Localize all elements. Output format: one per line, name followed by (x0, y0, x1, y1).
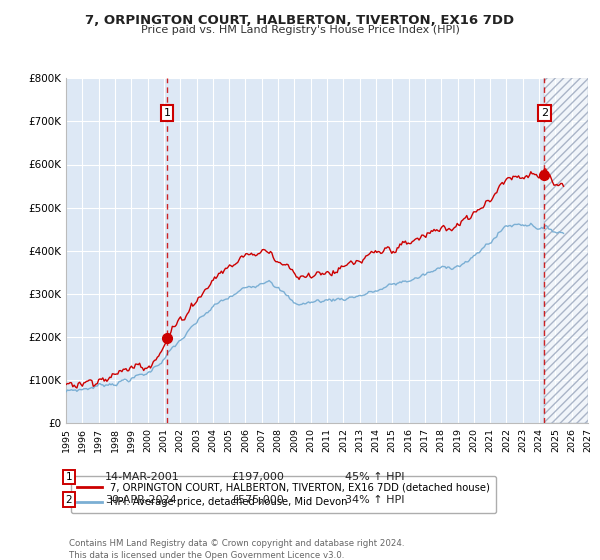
Text: 34% ↑ HPI: 34% ↑ HPI (345, 494, 404, 505)
Text: 1: 1 (65, 472, 73, 482)
Text: 1: 1 (164, 108, 170, 118)
Text: £197,000: £197,000 (231, 472, 284, 482)
Legend: 7, ORPINGTON COURT, HALBERTON, TIVERTON, EX16 7DD (detached house), HPI: Average: 7, ORPINGTON COURT, HALBERTON, TIVERTON,… (71, 476, 496, 513)
Text: Price paid vs. HM Land Registry's House Price Index (HPI): Price paid vs. HM Land Registry's House … (140, 25, 460, 35)
Text: 7, ORPINGTON COURT, HALBERTON, TIVERTON, EX16 7DD: 7, ORPINGTON COURT, HALBERTON, TIVERTON,… (85, 14, 515, 27)
Text: Contains HM Land Registry data © Crown copyright and database right 2024.
This d: Contains HM Land Registry data © Crown c… (69, 539, 404, 559)
Text: 30-APR-2024: 30-APR-2024 (105, 494, 177, 505)
Text: £575,000: £575,000 (231, 494, 284, 505)
Text: 2: 2 (65, 494, 73, 505)
Text: 2: 2 (541, 108, 548, 118)
Bar (544, 78, 588, 423)
Text: 45% ↑ HPI: 45% ↑ HPI (345, 472, 404, 482)
Text: 14-MAR-2001: 14-MAR-2001 (105, 472, 180, 482)
Bar (544, 78, 588, 423)
